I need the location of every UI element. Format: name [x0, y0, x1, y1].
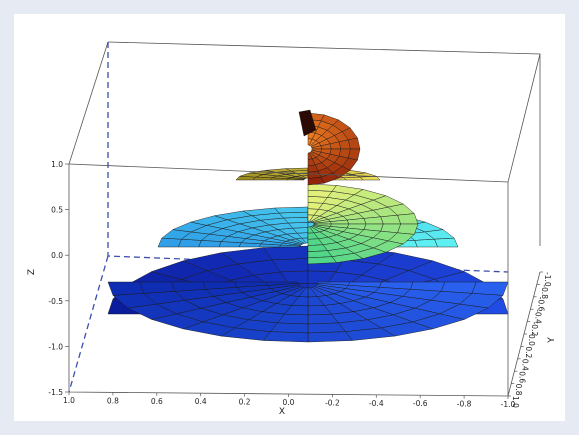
y-tick-label: -1.0 — [543, 272, 552, 287]
surface-facet — [263, 331, 309, 343]
y-axis-ticks: -1.0-0.8-0.6-0.4-0.20.00.20.40.60.81.0 — [508, 271, 552, 408]
y-tick-label: 1.0 — [511, 396, 520, 408]
x-tick-label: 0.0 — [283, 398, 295, 407]
x-tick-label: 1.0 — [63, 396, 75, 405]
x-tick-label: 0.6 — [151, 397, 163, 406]
surface-facet — [307, 322, 346, 334]
surface-facet — [414, 238, 439, 248]
surface-facet — [274, 206, 309, 214]
x-tick-label: 0.8 — [107, 396, 119, 405]
surface-facet — [380, 214, 402, 225]
x-tick-label: 0.4 — [195, 397, 207, 406]
z-tick-label: -1.5 — [48, 388, 63, 397]
y-tick-label: 0.0 — [527, 334, 536, 346]
x-tick-label: -0.8 — [457, 400, 472, 409]
surface-facet — [307, 256, 337, 265]
z-axis-title: Z — [27, 269, 37, 275]
y-axis-title: Y — [547, 337, 557, 344]
surface-facet — [343, 176, 364, 181]
surface-facet — [139, 281, 176, 294]
surface-facet — [471, 281, 509, 296]
y-tick-label: -0.4 — [533, 309, 542, 324]
surface-facet — [397, 213, 419, 225]
surface-mesh — [107, 109, 509, 343]
surface-facet — [434, 237, 459, 248]
surface-facet — [298, 109, 317, 137]
y-tick-label: -0.6 — [537, 297, 546, 312]
y-tick-label: 0.2 — [524, 346, 533, 358]
surface-facet — [348, 137, 361, 150]
y-tick-label: -0.2 — [530, 322, 539, 337]
y-tick-label: -0.8 — [540, 284, 549, 299]
z-tick-label: 0.0 — [51, 251, 63, 260]
z-tick-label: -1.0 — [48, 342, 63, 351]
y-tick-label: 0.4 — [521, 359, 530, 371]
surface-facet — [283, 217, 309, 224]
x-tick-label: -1.0 — [501, 400, 516, 409]
y-tick-label: 0.6 — [517, 371, 526, 383]
figure-frame: 1.0 0.8 0.6 0.4 0.2 0.0 -0.2 -0.4 -0.6 -0.8 -1.0 -… — [14, 14, 565, 421]
z-tick-label: 1.0 — [51, 160, 63, 169]
helicoid-surface-plot: 1.0 0.8 0.6 0.4 0.2 0.0 -0.2 -0.4 -0.6 -0.8 -1.0 -… — [27, 41, 557, 417]
x-tick-label: -0.2 — [325, 398, 340, 407]
x-axis-ticks: 1.0 0.8 0.6 0.4 0.2 0.0 -0.2 -0.4 -0.6 -0.8 -1.0 — [63, 392, 516, 409]
z-axis-ticks: 1.0 0.5 0.0 -0.5 -1.0 -1.5 — [48, 160, 69, 397]
surface-facet — [307, 183, 337, 192]
surface-facet — [307, 176, 325, 186]
z-tick-label: 0.5 — [51, 206, 63, 215]
z-tick-label: -0.5 — [48, 297, 63, 306]
surface-facet — [107, 281, 145, 296]
x-tick-label: -0.4 — [369, 399, 384, 408]
surface-facet — [307, 331, 353, 343]
x-axis-title: X — [279, 407, 285, 417]
surface-facet — [397, 223, 419, 235]
y-tick-label: 0.8 — [514, 384, 523, 396]
surface-facet — [157, 237, 182, 248]
x-tick-label: 0.2 — [239, 398, 251, 407]
x-tick-label: -0.6 — [413, 399, 428, 408]
